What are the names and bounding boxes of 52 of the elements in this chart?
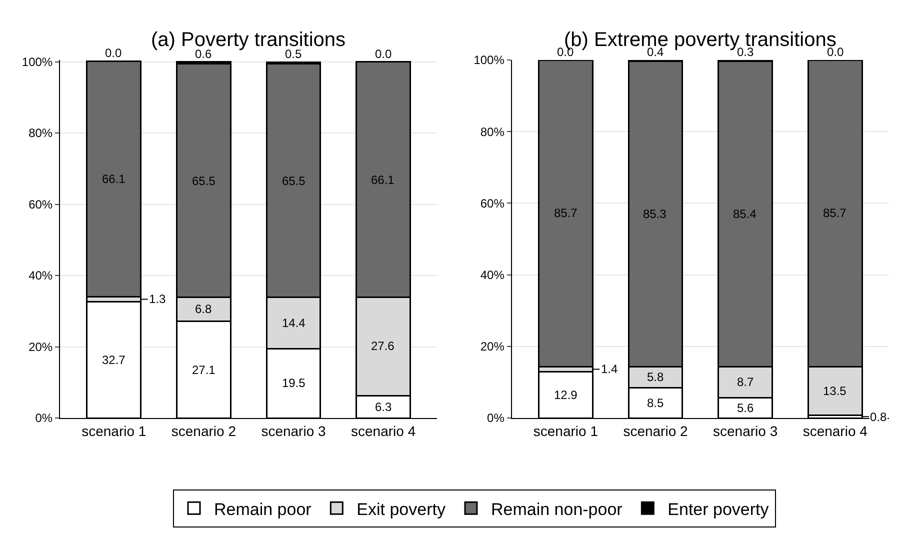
data-label: 5.6 (737, 401, 754, 415)
x-tick-label: scenario 3 (261, 422, 326, 439)
data-label: 12.9 (554, 388, 578, 402)
data-label: 1.3 (149, 292, 166, 306)
x-tick-label: scenario 4 (351, 422, 416, 439)
data-label: 1.4 (601, 362, 618, 376)
data-label: 0.0 (105, 46, 122, 60)
data-label: 6.8 (195, 302, 212, 316)
legend-label: Remain non-poor (490, 500, 623, 519)
y-tick-label: 60% (28, 197, 53, 212)
y-tick-label: 100% (22, 54, 53, 69)
data-label: 85.7 (823, 206, 847, 220)
data-label: 27.1 (192, 363, 216, 377)
data-label: 0.8 (870, 410, 888, 424)
y-tick-label: 80% (480, 124, 505, 139)
y-tick-label: 60% (480, 196, 505, 210)
x-tick-label: scenario 1 (533, 422, 598, 439)
x-tick-label: scenario 2 (623, 422, 688, 439)
data-label: 14.4 (282, 316, 306, 330)
data-label: 66.1 (102, 172, 126, 186)
x-tick-label: scenario 4 (802, 422, 868, 439)
y-tick-label: 40% (28, 268, 53, 283)
data-label: 6.3 (375, 400, 392, 414)
y-tick-label: 100% (474, 53, 505, 68)
x-tick-label: scenario 3 (713, 422, 778, 439)
y-tick-label: 80% (28, 126, 53, 140)
data-label: 8.7 (737, 375, 754, 389)
data-label: 0.0 (827, 45, 844, 59)
data-label: 13.5 (823, 384, 847, 398)
data-label: 0.0 (375, 47, 392, 61)
data-label: 27.6 (371, 339, 395, 353)
x-tick-label: scenario 1 (82, 422, 146, 439)
y-tick-label: 20% (480, 340, 505, 354)
data-label: 65.5 (282, 174, 306, 188)
data-label: 65.5 (192, 174, 216, 188)
data-label: 66.1 (371, 173, 395, 187)
data-label: 85.3 (643, 207, 667, 221)
data-label: 32.7 (102, 353, 126, 367)
data-label: 0.3 (737, 45, 754, 59)
data-label: 19.5 (282, 376, 306, 390)
legend-label: Remain poor (214, 500, 312, 519)
data-label: 8.5 (647, 396, 664, 410)
legend-label: Enter poverty (668, 500, 770, 519)
y-tick-label: 40% (480, 268, 505, 282)
data-label: 5.8 (647, 370, 664, 384)
data-label: 85.7 (554, 206, 578, 220)
legend-label: Exit poverty (356, 500, 446, 519)
y-tick-label: 20% (28, 340, 53, 354)
data-label: 85.4 (733, 207, 757, 221)
y-tick-label: 0% (487, 411, 505, 426)
y-tick-label: 0% (35, 411, 53, 426)
x-tick-label: scenario 2 (171, 422, 236, 439)
